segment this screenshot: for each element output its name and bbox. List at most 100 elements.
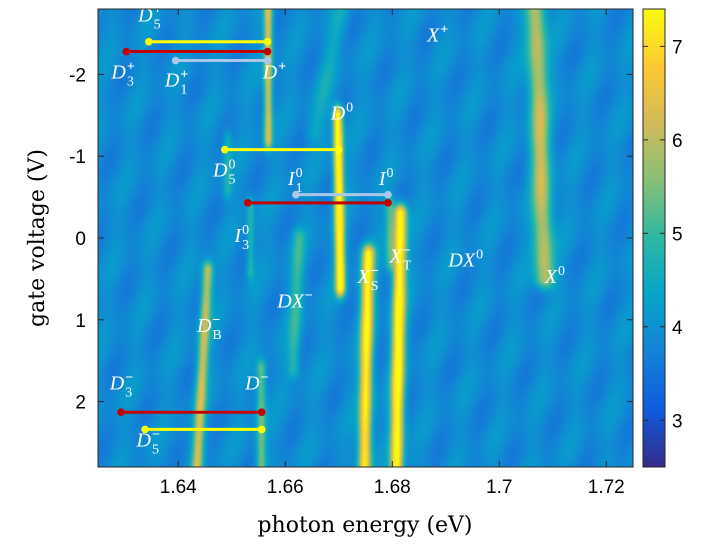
annotation-superscript: − <box>125 370 133 385</box>
peak-annotation: X T− <box>389 244 412 274</box>
annotation-base: X <box>356 266 370 288</box>
heatmap-plot-area <box>98 9 633 467</box>
peak-annotation: X + <box>426 23 448 47</box>
y-tick-label: 2 <box>75 393 86 414</box>
annotation-subscript: 1 <box>180 83 187 98</box>
annotation-superscript: − <box>212 313 220 328</box>
transition-endpoint <box>263 47 272 56</box>
y-tick-label: -2 <box>69 65 86 86</box>
annotation-subscript: 5 <box>154 17 161 32</box>
colorbar-tick-label: 4 <box>672 318 683 339</box>
transition-endpoint <box>244 199 252 207</box>
annotation-superscript: 0 <box>558 264 565 279</box>
transition-endpoint <box>257 425 266 434</box>
annotation-subscript: 3 <box>125 385 132 400</box>
peak-annotation: X S− <box>356 264 378 294</box>
y-tick-label: 0 <box>75 229 86 250</box>
peak-annotation: D 5+ <box>137 2 161 32</box>
annotation-base: D <box>136 430 152 452</box>
x-tick-label: 1.7 <box>486 477 512 498</box>
x-tick-label: 1.72 <box>588 477 625 498</box>
annotation-superscript: − <box>261 370 269 385</box>
annotation-subscript: 5 <box>152 443 159 458</box>
annotation-base: D <box>137 4 153 26</box>
annotation-superscript: 0 <box>346 100 353 115</box>
annotation-superscript: 0 <box>296 166 303 181</box>
annotation-base: D <box>164 70 180 92</box>
annotation-superscript: + <box>154 2 162 17</box>
annotation-superscript: + <box>127 60 135 75</box>
peak-annotation: D 5− <box>136 428 160 458</box>
transition-endpoint <box>171 56 180 65</box>
annotation-base: I <box>287 168 296 190</box>
annotation-subscript: 3 <box>127 75 134 90</box>
colorbar-tick-label: 3 <box>672 411 683 432</box>
colorbar-tick-label: 7 <box>672 37 683 58</box>
transition-endpoint <box>220 145 229 154</box>
annotation-superscript: − <box>305 289 313 304</box>
annotation-base: D <box>109 372 125 394</box>
annotation-superscript: 0 <box>242 223 249 238</box>
transition-lines <box>117 37 392 434</box>
peak-annotation: D − <box>244 370 268 394</box>
annotation-superscript: + <box>180 68 188 83</box>
y-tick-label: -1 <box>69 147 86 168</box>
annotation-base: X <box>426 25 440 47</box>
peak-annotation: I 30 <box>233 223 249 253</box>
transition-endpoint <box>292 190 300 199</box>
annotation-base: D <box>196 315 212 337</box>
annotation-base: D <box>244 372 260 394</box>
transition-endpoint <box>141 425 149 434</box>
peak-annotation: D 3− <box>109 370 133 400</box>
annotation-subscript: S <box>371 279 379 294</box>
peak-annotation: D 1+ <box>164 68 188 98</box>
annotation-base: X <box>389 246 403 268</box>
colorbar-tick-label: 6 <box>672 131 683 152</box>
peak-annotation: D + <box>262 60 286 84</box>
peak-annotation: D 3+ <box>110 60 134 90</box>
transition-endpoint <box>384 190 392 199</box>
x-tick-label: 1.64 <box>160 477 197 498</box>
transition-endpoint <box>122 47 131 56</box>
annotation-superscript: 0 <box>228 158 235 173</box>
annotation-superscript: 0 <box>387 166 394 181</box>
annotation-subscript: 5 <box>228 173 235 188</box>
annotation-base: I <box>233 225 242 247</box>
x-tick-label: 1.68 <box>374 477 411 498</box>
annotation-subscript: T <box>403 259 412 274</box>
colorbar <box>643 9 665 467</box>
annotation-subscript: B <box>212 328 221 343</box>
annotation-superscript: + <box>440 23 448 38</box>
x-axis-label: photon energy (eV) <box>257 513 472 538</box>
peak-annotation: DX 0 <box>447 248 483 272</box>
annotation-base: D <box>212 160 228 182</box>
annotation-superscript: 0 <box>476 248 483 263</box>
peak-annotation: DX − <box>276 289 313 313</box>
transition-endpoint <box>263 56 272 65</box>
y-axis-ticks: -2 -1 0 1 2 <box>69 65 633 414</box>
annotation-superscript: − <box>403 244 411 259</box>
annotation-subscript: 3 <box>242 238 249 253</box>
annotation-base: DX <box>447 250 475 272</box>
transition-endpoint <box>384 199 392 207</box>
heatmap-image <box>98 9 633 467</box>
peak-annotation: I 10 <box>287 166 303 196</box>
annotation-base: D <box>330 102 346 124</box>
annotation-superscript: − <box>371 264 379 279</box>
colorbar-tick-label: 5 <box>672 224 683 245</box>
annotation-base: I <box>378 168 387 190</box>
colorbar-ticks: 3 4 5 6 7 <box>643 37 683 432</box>
y-tick-label: 1 <box>75 311 86 332</box>
annotation-base: DX <box>276 291 304 313</box>
annotation-base: D <box>262 62 278 84</box>
transition-endpoint <box>257 408 266 417</box>
x-axis-ticks: 1.64 1.66 1.68 1.7 1.72 <box>160 9 625 498</box>
colorbar-frame <box>642 8 666 468</box>
annotation-base: X <box>544 266 558 288</box>
transition-endpoint <box>263 37 272 46</box>
transition-endpoint <box>334 145 343 154</box>
annotation-superscript: + <box>278 60 286 75</box>
